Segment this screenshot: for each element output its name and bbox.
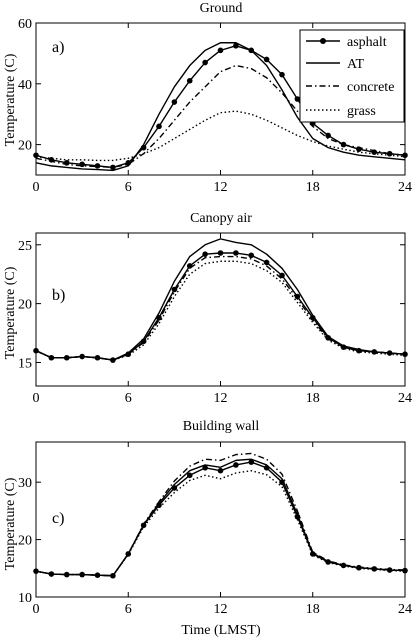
panel-b-point-asphalt — [217, 250, 224, 256]
panel-c-series-concrete — [35, 452, 406, 577]
panel-c-ytick-label: 10 — [18, 591, 32, 606]
panel-b-xtick-label: 24 — [398, 391, 412, 406]
panel-b-series-concrete — [35, 255, 406, 361]
panel-a-xtick-label: 12 — [214, 180, 228, 195]
panel-c-ytick-label: 30 — [18, 476, 32, 491]
panel-b-title: Canopy air — [190, 211, 252, 226]
legend-item-concrete: concrete — [306, 80, 394, 95]
panel-a-label: a) — [52, 39, 64, 56]
panel-c-point-asphalt — [233, 462, 239, 468]
panel-b-point-asphalt — [171, 286, 178, 293]
panel-a-ylabel: Temperature (C) — [3, 53, 18, 146]
panel-a-ytick-label: 20 — [18, 139, 32, 154]
panel-b-xtick-label: 6 — [125, 391, 132, 406]
legend-label-at: AT — [347, 57, 365, 72]
panel-c-label: c) — [52, 510, 64, 527]
panel-c-plot: 0 6 12 18 24 10 20 30 — [18, 441, 412, 617]
panel-a-ytick-label: 60 — [18, 17, 32, 32]
panel-c-point-asphalt — [248, 459, 255, 465]
legend: asphalt AT concrete grass — [299, 29, 405, 123]
panel-a-point-asphalt — [171, 99, 178, 105]
panel-c-point-asphalt — [186, 472, 193, 479]
legend-marker-asphalt — [320, 38, 326, 44]
panel-a-point-asphalt — [402, 152, 408, 159]
panel-c-xtick-label: 0 — [33, 602, 40, 617]
panel-c-xtick-label: 12 — [214, 602, 228, 617]
legend-item-at: AT — [306, 57, 365, 72]
panel-b-xtick-label: 0 — [33, 391, 40, 406]
panel-a-point-asphalt — [202, 59, 208, 66]
panel-b-xtick-label: 18 — [306, 391, 320, 406]
panel-b-point-asphalt — [233, 250, 239, 256]
panel-a-point-asphalt — [294, 96, 301, 102]
panel-a-series-at — [35, 42, 406, 172]
panel-a-point-asphalt — [156, 123, 162, 130]
panel-b-point-asphalt — [202, 251, 208, 257]
panel-c-ytick-label: 20 — [18, 534, 32, 549]
panel-a-point-asphalt — [217, 47, 224, 54]
panel-b-label: b) — [52, 287, 65, 304]
panel-b-plot: 0 6 12 18 24 15 20 25 — [18, 232, 412, 406]
panel-a-plot: 0 6 12 18 24 20 40 60 — [18, 17, 412, 195]
legend-item-grass: grass — [306, 104, 376, 119]
panel-c-xlabel: Time (LMST) — [181, 623, 261, 638]
panel-a-xtick-label: 6 — [125, 180, 132, 195]
panel-b-xtick-label: 12 — [214, 391, 228, 406]
panel-c-xtick-label: 24 — [398, 602, 412, 617]
panel-a-xtick-label: 0 — [33, 180, 40, 195]
panel-a-ytick-label: 40 — [18, 78, 32, 93]
panel-c-series-grass — [35, 470, 406, 577]
panel-c-xtick-label: 6 — [125, 602, 132, 617]
panel-b-point-asphalt — [279, 272, 285, 279]
panel-a-xtick-label: 24 — [398, 180, 412, 195]
panel-c-series-at — [35, 458, 406, 577]
panel-b-series-grass — [35, 260, 406, 361]
legend-box — [299, 29, 405, 123]
panel-b-point-asphalt — [248, 252, 255, 259]
legend-item-asphalt: asphalt — [306, 35, 387, 50]
panel-a-point-asphalt — [325, 132, 331, 139]
panel-b-point-asphalt — [263, 259, 270, 266]
panel-a-point-asphalt — [233, 43, 239, 49]
panel-a-point-asphalt — [94, 163, 101, 169]
panel-b-ytick-label: 20 — [18, 298, 32, 313]
panel-a-point-asphalt — [386, 150, 393, 157]
legend-label-asphalt: asphalt — [347, 35, 387, 50]
panel-c-point-asphalt — [217, 467, 224, 474]
legend-label-concrete: concrete — [347, 80, 394, 95]
panel-b-point-asphalt — [186, 263, 193, 269]
panel-a-xtick-label: 18 — [306, 180, 320, 195]
panel-c-ylabel: Temperature (C) — [3, 477, 18, 570]
panel-c-point-asphalt — [202, 465, 208, 471]
panel-b-point-asphalt — [402, 351, 408, 358]
panel-a-point-asphalt — [186, 77, 193, 84]
panel-a-point-asphalt — [340, 141, 347, 148]
legend-label-grass: grass — [347, 104, 376, 119]
panel-a-point-asphalt — [263, 56, 270, 63]
panel-b-ylabel: Temperature (C) — [3, 266, 18, 359]
panel-c-title: Building wall — [183, 419, 260, 434]
panel-c-xtick-label: 18 — [306, 602, 320, 617]
panel-b-ytick-label: 25 — [18, 239, 32, 254]
panel-a-point-asphalt — [279, 71, 285, 78]
panel-a-title: Ground — [200, 1, 243, 16]
panel-b-ytick-label: 15 — [18, 356, 32, 371]
